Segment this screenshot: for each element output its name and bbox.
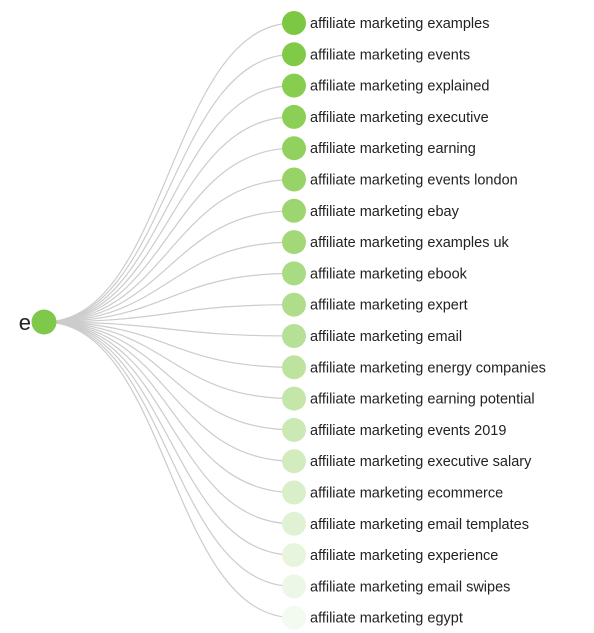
tree-link — [43, 321, 295, 400]
leaf-node[interactable]: affiliate marketing earning — [282, 136, 476, 161]
tree-link — [43, 147, 295, 323]
tree-link — [43, 210, 295, 323]
leaf-circle[interactable] — [282, 543, 306, 568]
leaf-circle[interactable] — [282, 355, 306, 380]
leaf-circle[interactable] — [282, 417, 306, 442]
leaf-node[interactable]: affiliate marketing events — [282, 42, 470, 67]
leaf-nodes: affiliate marketing examples affiliate ma… — [282, 11, 546, 630]
leaf-node[interactable]: affiliate marketing energy companies — [282, 355, 546, 380]
leaf-circle[interactable] — [282, 480, 306, 505]
leaf-label: affiliate marketing executive — [310, 110, 489, 126]
leaf-circle[interactable] — [282, 511, 306, 536]
leaf-circle[interactable] — [282, 104, 306, 129]
leaf-label: affiliate marketing explained — [310, 79, 489, 95]
tree-link — [43, 53, 295, 323]
leaf-node[interactable]: affiliate marketing ebook — [282, 261, 468, 286]
leaf-label: affiliate marketing ebay — [310, 204, 460, 220]
leaf-node[interactable]: affiliate marketing email templates — [282, 511, 529, 536]
leaf-label: affiliate marketing email — [310, 329, 462, 345]
leaf-label: affiliate marketing email templates — [310, 517, 529, 533]
leaf-circle[interactable] — [282, 73, 306, 98]
leaf-node[interactable]: affiliate marketing executive salary — [282, 449, 532, 474]
leaf-circle[interactable] — [282, 230, 306, 255]
leaf-label: affiliate marketing expert — [310, 298, 468, 314]
leaf-circle[interactable] — [282, 324, 306, 348]
leaf-node[interactable]: affiliate marketing events london — [282, 167, 518, 192]
tree-link — [43, 321, 295, 494]
leaf-label: affiliate marketing ecommerce — [310, 486, 503, 502]
leaf-node[interactable]: affiliate marketing email — [282, 324, 462, 348]
leaf-label: affiliate marketing executive salary — [310, 454, 532, 470]
tree-links — [43, 22, 295, 619]
tree-link — [43, 116, 295, 323]
leaf-label: affiliate marketing examples uk — [310, 235, 510, 251]
root-label: e — [19, 310, 31, 335]
tree-link — [43, 241, 295, 323]
tree-link — [43, 85, 295, 323]
leaf-circle[interactable] — [282, 386, 306, 411]
leaf-label: affiliate marketing egypt — [310, 611, 463, 627]
tree-link — [43, 321, 295, 431]
leaf-node[interactable]: affiliate marketing expert — [282, 292, 468, 317]
tree-link — [43, 321, 295, 556]
leaf-node[interactable]: affiliate marketing earning potential — [282, 386, 535, 411]
leaf-circle[interactable] — [282, 42, 306, 67]
leaf-node[interactable]: affiliate marketing examples uk — [282, 230, 510, 255]
leaf-label: affiliate marketing experience — [310, 548, 498, 564]
tree-link — [43, 178, 295, 323]
leaf-node[interactable]: affiliate marketing events 2019 — [282, 417, 506, 442]
tree-link — [43, 321, 295, 337]
leaf-circle[interactable] — [282, 449, 306, 474]
root-node[interactable]: e — [19, 309, 57, 336]
tree-link — [43, 304, 295, 323]
leaf-label: affiliate marketing events london — [310, 173, 518, 189]
leaf-node[interactable]: affiliate marketing egypt — [282, 605, 463, 630]
leaf-circle[interactable] — [282, 605, 306, 630]
leaf-node[interactable]: affiliate marketing executive — [282, 104, 489, 129]
leaf-label: affiliate marketing events — [310, 47, 470, 63]
leaf-circle[interactable] — [282, 11, 306, 35]
root-circle[interactable] — [31, 309, 57, 335]
leaf-circle[interactable] — [282, 136, 306, 161]
leaf-label: affiliate marketing earning — [310, 141, 476, 157]
leaf-circle[interactable] — [282, 574, 306, 599]
leaf-node[interactable]: affiliate marketing experience — [282, 543, 498, 568]
leaf-node[interactable]: affiliate marketing email swipes — [282, 574, 510, 599]
leaf-circle[interactable] — [282, 167, 306, 192]
leaf-node[interactable]: affiliate marketing ebay — [282, 198, 460, 223]
leaf-label: affiliate marketing email swipes — [310, 579, 510, 595]
leaf-label: affiliate marketing examples — [310, 16, 489, 32]
tree-link — [43, 321, 295, 619]
leaf-circle[interactable] — [282, 292, 306, 317]
leaf-label: affiliate marketing energy companies — [310, 360, 546, 376]
tree-link — [43, 22, 295, 323]
leaf-label: affiliate marketing earning potential — [310, 392, 535, 408]
leaf-label: affiliate marketing events 2019 — [310, 423, 506, 439]
leaf-circle[interactable] — [282, 261, 306, 286]
leaf-node[interactable]: affiliate marketing explained — [282, 73, 489, 98]
tree-link — [43, 321, 295, 368]
tree-link — [43, 272, 295, 323]
tree-link — [43, 321, 295, 587]
leaf-node[interactable]: affiliate marketing ecommerce — [282, 480, 503, 505]
leaf-label: affiliate marketing ebook — [310, 266, 468, 282]
tree-link — [43, 321, 295, 525]
leaf-circle[interactable] — [282, 198, 306, 223]
leaf-node[interactable]: affiliate marketing examples — [282, 11, 489, 35]
tree-link — [43, 321, 295, 462]
